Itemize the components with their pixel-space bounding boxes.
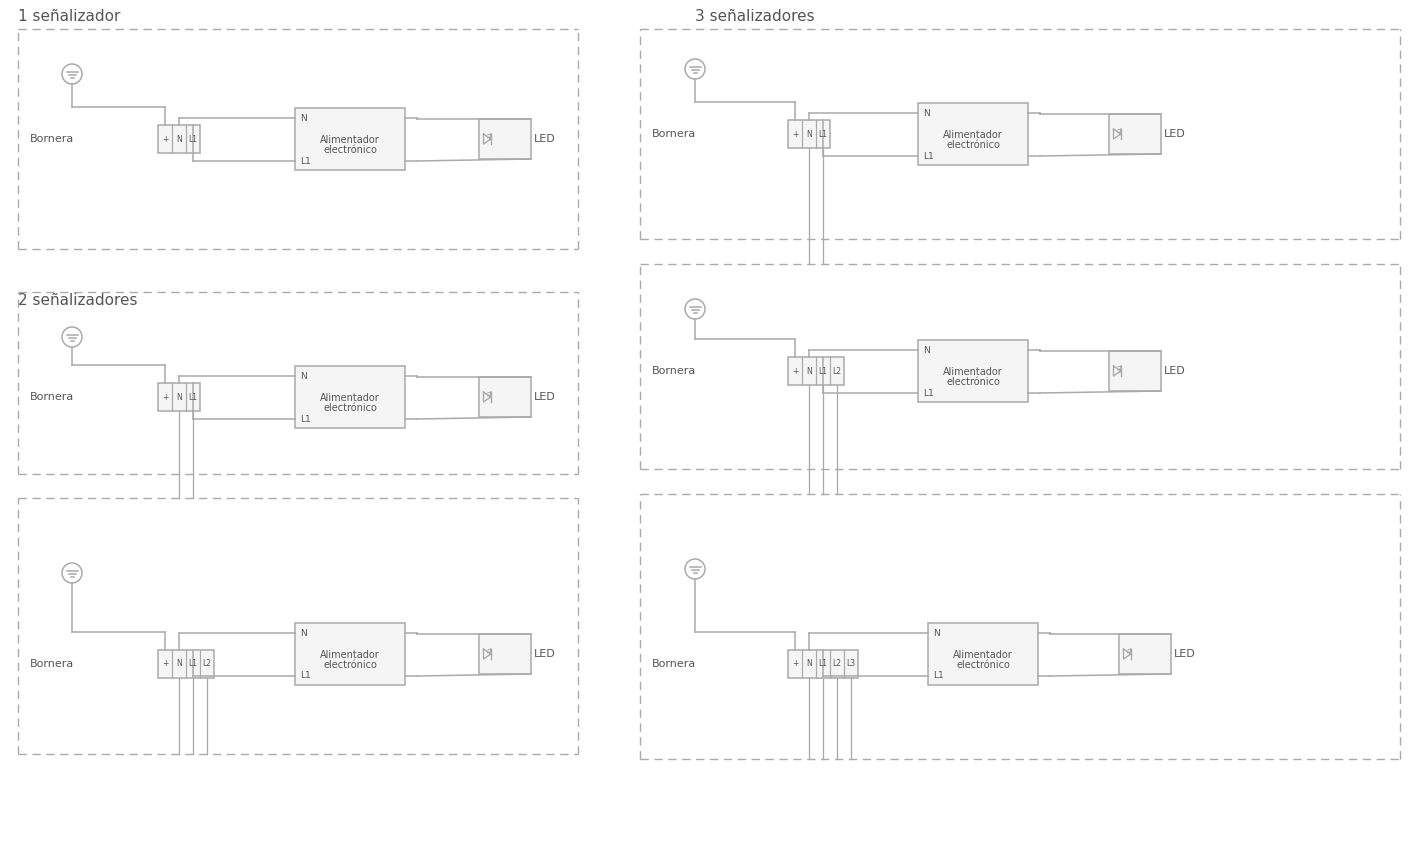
Bar: [158, 650, 214, 678]
Text: N: N: [922, 346, 929, 355]
Text: L1: L1: [819, 367, 827, 375]
Text: Bornera: Bornera: [651, 129, 697, 139]
Text: Alimentador: Alimentador: [944, 367, 1003, 377]
Text: +: +: [792, 660, 797, 668]
Text: electrónico: electrónico: [324, 403, 377, 413]
Text: LED: LED: [1164, 129, 1186, 139]
Text: LED: LED: [1164, 366, 1186, 376]
Text: L1: L1: [299, 414, 311, 424]
Bar: [295, 108, 404, 170]
Text: LED: LED: [534, 392, 556, 402]
Text: 3 señalizadores: 3 señalizadores: [695, 9, 815, 24]
Text: N: N: [806, 130, 812, 138]
Bar: [480, 377, 531, 417]
Text: electrónico: electrónico: [324, 145, 377, 155]
Bar: [158, 383, 200, 411]
Text: L1: L1: [299, 672, 311, 681]
Text: N: N: [934, 628, 939, 638]
Bar: [1110, 114, 1161, 154]
Text: N: N: [176, 660, 182, 668]
Text: L1: L1: [189, 392, 197, 402]
Text: +: +: [792, 367, 797, 375]
Text: Bornera: Bornera: [651, 659, 697, 669]
Text: L2: L2: [833, 367, 841, 375]
Text: Bornera: Bornera: [651, 366, 697, 376]
Text: +: +: [162, 134, 169, 143]
Text: N: N: [922, 109, 929, 117]
Text: L1: L1: [922, 151, 934, 160]
Text: electrónico: electrónico: [956, 660, 1010, 670]
Text: electrónico: electrónico: [324, 660, 377, 670]
Text: N: N: [806, 367, 812, 375]
Text: L1: L1: [934, 672, 944, 681]
Text: N: N: [806, 660, 812, 668]
Text: N: N: [299, 114, 307, 122]
Text: Alimentador: Alimentador: [321, 650, 380, 660]
Text: N: N: [299, 628, 307, 638]
Text: Bornera: Bornera: [30, 659, 74, 669]
Text: +: +: [162, 392, 169, 402]
Text: N: N: [176, 134, 182, 143]
Text: Alimentador: Alimentador: [321, 393, 380, 403]
Bar: [1110, 351, 1161, 391]
Text: LED: LED: [534, 134, 556, 144]
Text: LED: LED: [1174, 649, 1196, 659]
Bar: [480, 634, 531, 674]
Bar: [158, 125, 200, 153]
Text: Alimentador: Alimentador: [944, 130, 1003, 140]
Text: L1: L1: [299, 156, 311, 166]
Text: L2: L2: [833, 660, 841, 668]
Text: N: N: [299, 372, 307, 380]
Text: Bornera: Bornera: [30, 134, 74, 144]
Bar: [788, 120, 830, 148]
Bar: [788, 650, 858, 678]
Text: L1: L1: [819, 130, 827, 138]
Text: L2: L2: [203, 660, 211, 668]
Bar: [918, 103, 1027, 165]
Text: LED: LED: [534, 649, 556, 659]
Text: +: +: [792, 130, 797, 138]
Bar: [928, 623, 1039, 685]
Text: 2 señalizadores: 2 señalizadores: [18, 293, 138, 308]
Text: L1: L1: [189, 660, 197, 668]
Text: Alimentador: Alimentador: [954, 650, 1013, 660]
Text: electrónico: electrónico: [946, 140, 1000, 150]
Text: L1: L1: [189, 134, 197, 143]
Bar: [1120, 634, 1171, 674]
Text: L1: L1: [922, 389, 934, 397]
Text: electrónico: electrónico: [946, 377, 1000, 387]
Text: L1: L1: [819, 660, 827, 668]
Text: N: N: [176, 392, 182, 402]
Bar: [918, 340, 1027, 402]
Text: Bornera: Bornera: [30, 392, 74, 402]
Bar: [788, 357, 844, 385]
Text: L3: L3: [847, 660, 856, 668]
Text: Alimentador: Alimentador: [321, 135, 380, 145]
Bar: [480, 119, 531, 159]
Bar: [295, 366, 404, 428]
Text: 1 señalizador: 1 señalizador: [18, 9, 121, 24]
Text: +: +: [162, 660, 169, 668]
Bar: [295, 623, 404, 685]
